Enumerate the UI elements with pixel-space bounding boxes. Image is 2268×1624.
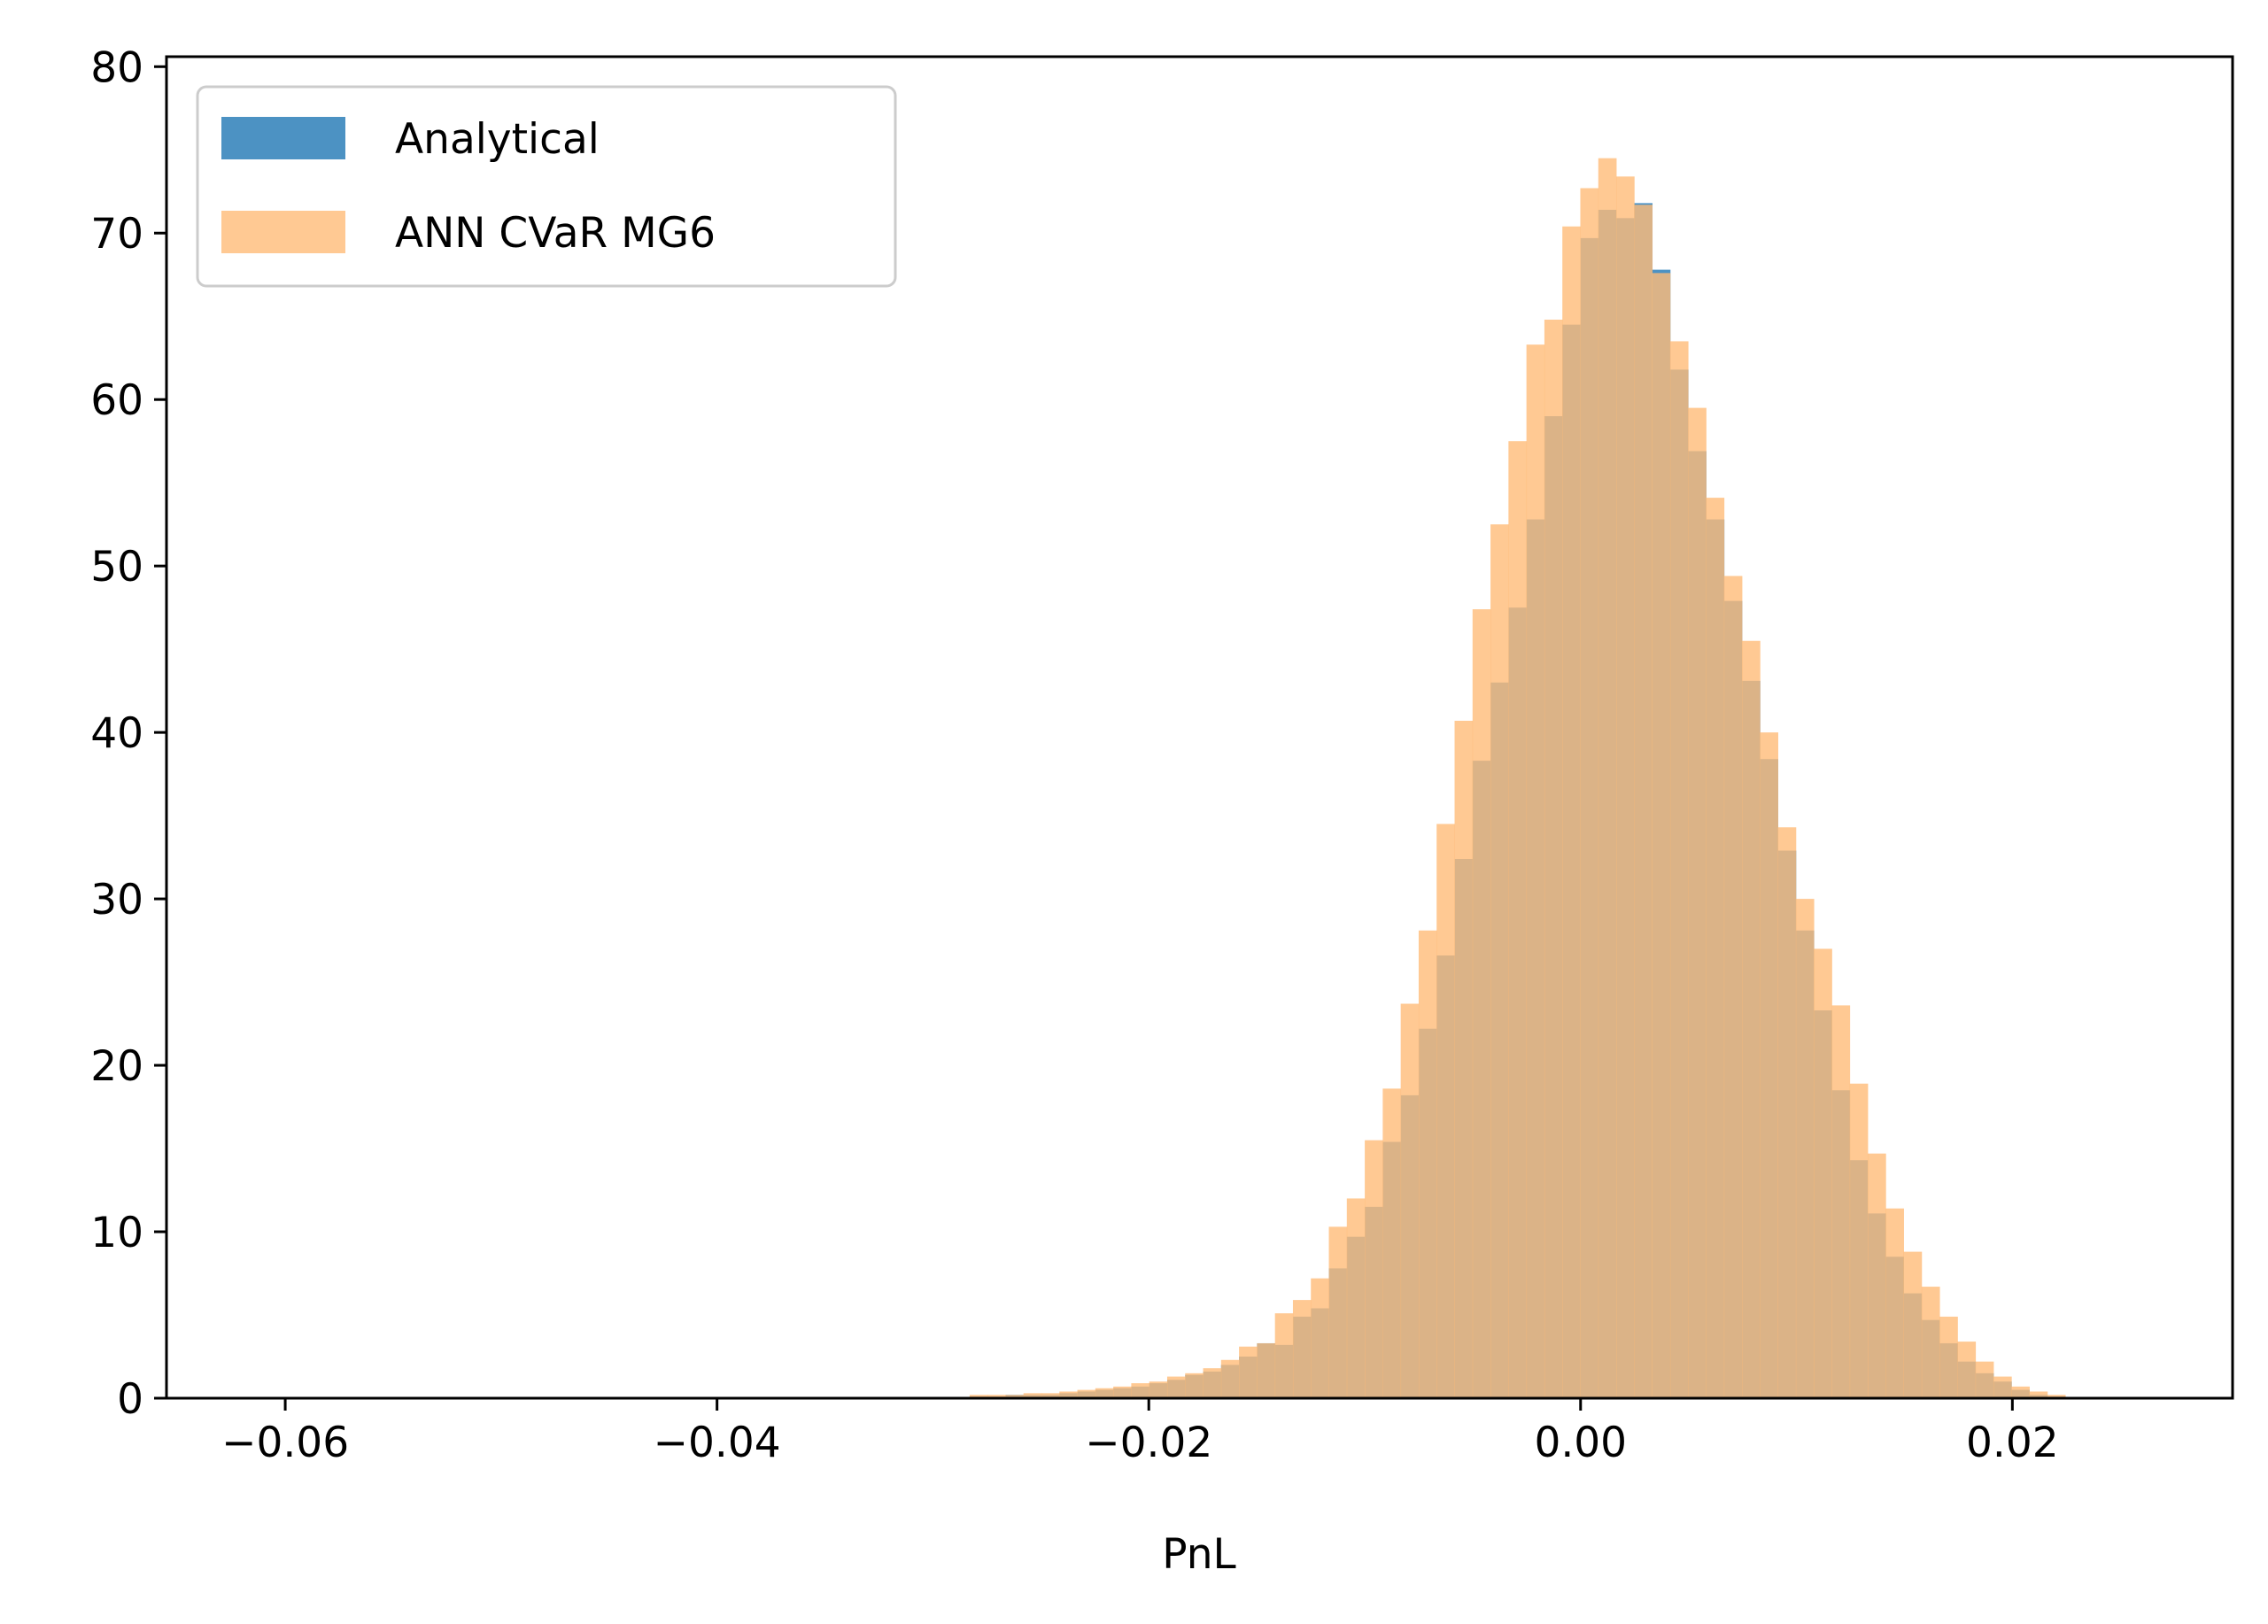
histogram-bar — [1903, 1251, 1923, 1398]
histogram-bar — [1706, 498, 1725, 1398]
histogram-bar — [1365, 1140, 1383, 1398]
histogram-bar — [1005, 1395, 1025, 1398]
x-tick-label: −0.02 — [1085, 1419, 1212, 1467]
y-tick-label: 70 — [90, 210, 143, 259]
legend: Analytical ANN CVaR MG6 — [196, 85, 897, 288]
histogram-bar — [1454, 720, 1474, 1398]
x-axis: −0.06 −0.04 −0.02 0.00 0.02 — [221, 1398, 2059, 1467]
histogram-bar — [1257, 1342, 1276, 1398]
y-tick-label: 10 — [90, 1209, 143, 1257]
histogram-bar — [1328, 1226, 1348, 1398]
histogram-bar — [1220, 1359, 1240, 1398]
histogram-bar — [1975, 1361, 1994, 1398]
bars-layer — [969, 158, 2066, 1399]
histogram-bar — [1239, 1346, 1258, 1398]
histogram-bar — [1993, 1376, 2012, 1398]
histogram-bar — [2047, 1395, 2066, 1398]
y-axis: 0 10 20 30 40 50 60 70 80 — [90, 43, 166, 1424]
histogram-bar — [1490, 524, 1509, 1398]
histogram-bar — [1831, 1005, 1851, 1398]
histogram-bar — [1616, 176, 1635, 1399]
histogram-bar — [1634, 205, 1653, 1399]
histogram-bar — [1311, 1278, 1329, 1398]
histogram-bar — [2011, 1386, 2030, 1398]
histogram-bar — [1580, 188, 1599, 1398]
histogram-bar — [1508, 441, 1528, 1399]
histogram-bar — [1292, 1300, 1312, 1398]
histogram-bar — [1957, 1342, 1977, 1398]
histogram-bar — [1669, 341, 1689, 1398]
histogram-bar — [1562, 226, 1581, 1398]
histogram-bar — [1777, 827, 1797, 1398]
histogram-bar — [1436, 824, 1455, 1398]
histogram-bar — [1382, 1088, 1402, 1398]
y-tick-label: 50 — [90, 543, 143, 592]
histogram-bar — [1149, 1381, 1168, 1398]
histogram-bar — [1472, 609, 1491, 1398]
legend-label-ann-cvar-mg6: ANN CVaR MG6 — [395, 209, 716, 258]
series-1-bars — [969, 158, 2066, 1399]
histogram-bar — [1113, 1386, 1132, 1398]
histogram-bar — [1418, 930, 1437, 1398]
legend-swatch-ann-cvar-mg6 — [221, 211, 345, 253]
histogram-bar — [1544, 319, 1563, 1398]
histogram-bar — [1688, 407, 1707, 1398]
histogram-bar — [1814, 948, 1832, 1398]
histogram-bar — [1400, 1003, 1420, 1398]
histogram-bar — [1939, 1316, 1958, 1398]
histogram-bar — [1131, 1383, 1150, 1398]
histogram-bar — [1868, 1153, 1886, 1398]
y-tick-label: 30 — [90, 876, 143, 924]
histogram-bar — [1166, 1376, 1186, 1398]
histogram-bar — [1077, 1389, 1096, 1398]
histogram-bar — [1760, 732, 1778, 1398]
histogram-bar — [1095, 1388, 1114, 1398]
histogram-bar — [1849, 1083, 1869, 1398]
x-axis-label: PnL — [1162, 1530, 1236, 1579]
histogram-bar — [1023, 1393, 1042, 1398]
histogram-bar — [1742, 640, 1761, 1398]
histogram-bar — [969, 1395, 988, 1398]
legend-swatch-analytical — [221, 117, 345, 159]
x-tick-label: −0.04 — [654, 1419, 781, 1467]
y-tick-label: 20 — [90, 1042, 143, 1091]
histogram-bar — [1346, 1198, 1366, 1398]
histogram-bar — [1795, 899, 1815, 1398]
y-tick-label: 80 — [90, 43, 143, 92]
y-tick-label: 0 — [117, 1375, 143, 1424]
histogram-bar — [1652, 273, 1671, 1398]
histogram-bar — [1274, 1313, 1294, 1398]
histogram-bar — [987, 1395, 1006, 1398]
histogram-bar — [1526, 344, 1545, 1398]
y-tick-label: 40 — [90, 709, 143, 758]
y-tick-label: 60 — [90, 376, 143, 425]
histogram-bar — [1598, 158, 1617, 1398]
histogram-bar — [1885, 1208, 1904, 1398]
histogram-bar — [1185, 1373, 1204, 1398]
histogram-bar — [1921, 1287, 1940, 1398]
histogram-bar — [1203, 1368, 1222, 1398]
histogram-bar — [1059, 1391, 1078, 1398]
x-tick-label: −0.06 — [221, 1419, 349, 1467]
x-tick-label: 0.00 — [1534, 1419, 1627, 1467]
x-tick-label: 0.02 — [1966, 1419, 2059, 1467]
legend-label-analytical: Analytical — [395, 115, 600, 164]
histogram-bar — [2029, 1391, 2048, 1398]
histogram-bar — [1723, 576, 1743, 1398]
histogram-bar — [1041, 1393, 1060, 1398]
plot-frame — [165, 55, 2234, 1400]
legend-box — [196, 85, 897, 288]
